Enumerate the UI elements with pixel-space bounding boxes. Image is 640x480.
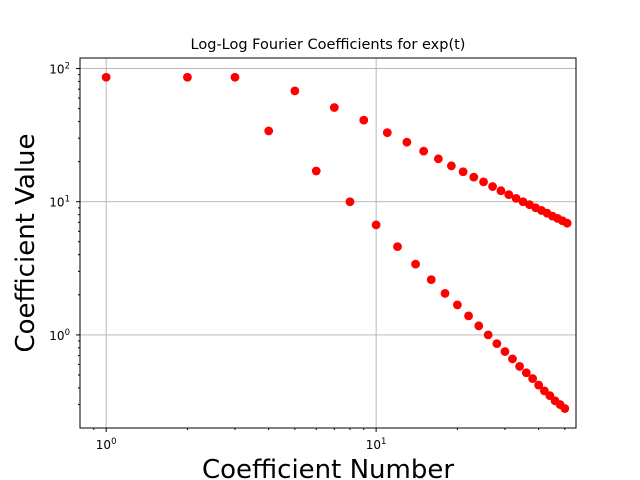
data-point bbox=[101, 72, 111, 82]
data-point bbox=[264, 126, 274, 136]
grid-layer bbox=[80, 58, 576, 428]
data-point bbox=[504, 190, 514, 200]
data-point bbox=[230, 72, 240, 82]
y-axis-label: Coefficient Value bbox=[11, 133, 41, 352]
data-point bbox=[393, 242, 402, 252]
data-point bbox=[508, 354, 517, 364]
data-point bbox=[469, 172, 479, 182]
chart-title: Log-Log Fourier Coefficients for exp(t) bbox=[191, 37, 466, 53]
data-point bbox=[329, 103, 339, 112]
data-point bbox=[402, 137, 412, 147]
y-tick-label: 102 bbox=[49, 62, 70, 77]
data-point bbox=[311, 166, 321, 176]
data-point bbox=[345, 197, 355, 207]
data-point bbox=[382, 128, 392, 138]
data-point bbox=[483, 330, 493, 340]
data-point bbox=[496, 186, 506, 196]
data-point bbox=[500, 347, 510, 356]
data-point bbox=[411, 259, 420, 269]
plot-area-frame bbox=[79, 57, 577, 429]
data-point bbox=[521, 368, 531, 378]
y-tick-label: 101 bbox=[49, 195, 70, 210]
tick-layer: 100 101 100 101 102 bbox=[49, 62, 566, 452]
data-point bbox=[458, 167, 468, 177]
x-axis-label: Coefficient Number bbox=[202, 455, 454, 480]
data-point bbox=[433, 154, 443, 164]
data-point bbox=[440, 288, 450, 298]
data-point bbox=[528, 374, 538, 383]
y-tick-label: 100 bbox=[49, 328, 70, 343]
data-point bbox=[560, 404, 570, 413]
data-point bbox=[511, 193, 521, 203]
data-point bbox=[290, 86, 300, 96]
data-point bbox=[183, 72, 192, 82]
data-point bbox=[452, 300, 462, 310]
data-point bbox=[488, 182, 497, 191]
data-point bbox=[359, 115, 369, 125]
data-point bbox=[464, 311, 473, 321]
data-point bbox=[474, 321, 484, 331]
data-point bbox=[492, 339, 502, 349]
data-point bbox=[562, 218, 572, 228]
data-point bbox=[426, 275, 436, 285]
x-tick-label: 100 bbox=[96, 437, 117, 452]
data-point bbox=[446, 161, 456, 171]
data-point bbox=[534, 380, 544, 390]
x-tick-label: 101 bbox=[366, 437, 387, 452]
data-point bbox=[419, 146, 429, 156]
data-points bbox=[101, 72, 572, 413]
data-point bbox=[479, 177, 488, 187]
data-point bbox=[515, 362, 525, 371]
data-point bbox=[371, 220, 381, 230]
